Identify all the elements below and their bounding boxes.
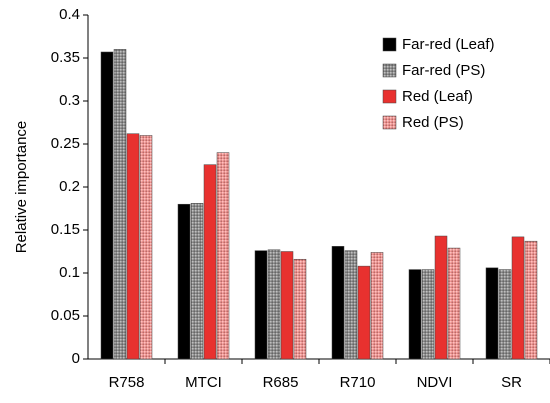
x-tick-label: SR [501, 374, 522, 391]
y-tick-label: 0.3 [59, 92, 80, 109]
x-tick-label: NDVI [417, 374, 453, 391]
bar [434, 235, 448, 360]
bar [254, 250, 268, 360]
bar [177, 203, 191, 360]
bar [216, 152, 230, 360]
legend-swatch [382, 37, 397, 52]
legend-swatch [382, 115, 397, 130]
bar [524, 240, 538, 360]
x-tick-label: R710 [340, 374, 376, 391]
y-tick-label: 0.15 [51, 221, 80, 238]
legend-label: Red (PS) [402, 114, 464, 131]
bar [344, 250, 358, 360]
bar [280, 251, 294, 360]
bar [498, 269, 512, 360]
bar [421, 269, 435, 360]
bar [485, 267, 499, 360]
bar [293, 258, 307, 360]
legend-swatch [382, 89, 397, 104]
y-tick-label: 0.1 [59, 264, 80, 281]
bar [203, 164, 217, 360]
y-axis-label: Relative importance [13, 121, 30, 254]
legend-label: Far-red (PS) [402, 62, 485, 79]
x-tick-label: R758 [109, 374, 145, 391]
bar [126, 133, 140, 360]
bar [408, 269, 422, 360]
bar [113, 49, 127, 360]
y-tick-label: 0.05 [51, 307, 80, 324]
legend-label: Red (Leaf) [402, 88, 473, 105]
bar [100, 51, 114, 360]
bar [267, 249, 281, 360]
bar [370, 252, 384, 360]
bar [331, 246, 345, 360]
y-tick-label: 0.25 [51, 135, 80, 152]
y-tick-label: 0 [72, 350, 80, 367]
bar [511, 236, 525, 360]
y-tick-label: 0.4 [59, 6, 80, 23]
legend-label: Far-red (Leaf) [402, 36, 495, 53]
bar [357, 265, 371, 360]
bar [447, 247, 461, 360]
bar [190, 203, 204, 360]
bar [139, 135, 153, 360]
legend-swatch [382, 63, 397, 78]
x-tick-label: MTCI [185, 374, 222, 391]
y-tick-label: 0.2 [59, 178, 80, 195]
y-tick-label: 0.35 [51, 49, 80, 66]
x-tick-label: R685 [263, 374, 299, 391]
